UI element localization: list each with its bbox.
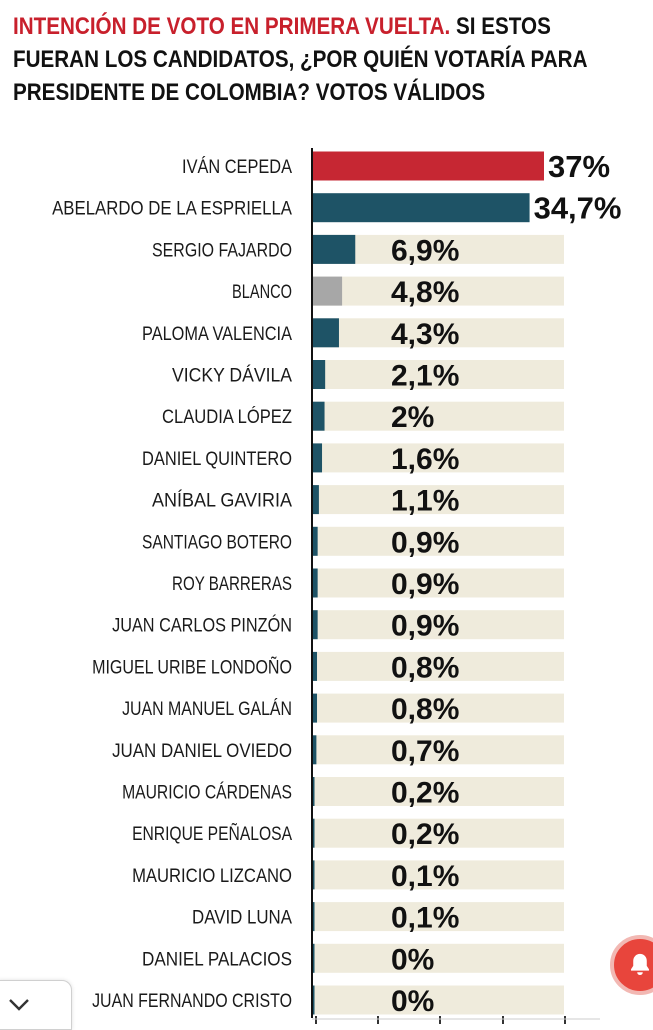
value-label: 2% — [391, 401, 434, 434]
bar — [312, 651, 318, 681]
category-label: SERGIO FAJARDO — [152, 240, 292, 261]
value-label: 4,8% — [391, 276, 459, 309]
value-label: 0,1% — [391, 860, 459, 893]
bar — [312, 860, 315, 890]
bar — [312, 318, 339, 348]
bar — [312, 693, 318, 723]
category-label: JUAN MANUEL GALÁN — [122, 699, 292, 720]
category-label: ANÍBAL GAVIRIA — [152, 491, 292, 512]
bar-track — [312, 276, 564, 306]
bell-icon — [631, 953, 649, 976]
category-label: CLAUDIA LÓPEZ — [162, 406, 292, 428]
bar — [312, 443, 323, 473]
bar — [312, 568, 318, 598]
bar — [312, 193, 530, 223]
category-label: MAURICIO CÁRDENAS — [122, 783, 292, 804]
category-label: MIGUEL URIBE LONDOÑO — [92, 656, 292, 678]
category-label: DAVID LUNA — [192, 908, 292, 929]
bar-track — [312, 985, 564, 1015]
category-label: JUAN DANIEL OVIEDO — [112, 741, 292, 762]
bar-track — [312, 735, 564, 765]
value-label: 0,8% — [391, 651, 459, 684]
category-label: PALOMA VALENCIA — [142, 324, 292, 345]
bar-track — [312, 860, 564, 890]
collapse-button[interactable] — [0, 980, 72, 1030]
notification-button[interactable] — [610, 935, 653, 995]
bar-track — [312, 360, 564, 389]
category-label: VICKY DÁVILA — [172, 366, 292, 387]
value-label: 6,9% — [391, 234, 459, 267]
bar-track — [312, 693, 564, 723]
value-label: 1,1% — [391, 485, 459, 518]
bar — [312, 777, 315, 806]
category-label: MAURICIO LIZCANO — [132, 866, 292, 887]
value-label: 0,9% — [391, 526, 459, 559]
bar — [312, 485, 319, 515]
bar — [312, 943, 315, 973]
bar — [312, 360, 326, 389]
category-label: BLANCO — [232, 282, 292, 303]
bar-track — [312, 777, 564, 806]
bar — [312, 401, 325, 431]
bar — [312, 276, 343, 306]
value-label: 0% — [391, 985, 434, 1018]
bar-track — [312, 651, 564, 681]
bar-track — [312, 943, 564, 973]
value-label: 0,1% — [391, 902, 459, 935]
category-label: ABELARDO DE LA ESPRIELLA — [52, 199, 292, 220]
chart-title: INTENCIÓN DE VOTO EN PRIMERA VUELTA. SI … — [13, 10, 641, 109]
value-label: 1,6% — [391, 443, 459, 476]
category-label: ROY BARRERAS — [172, 574, 292, 595]
bar-track — [312, 526, 564, 556]
value-label: 37% — [548, 149, 610, 184]
value-label: 0,2% — [391, 777, 459, 810]
title-highlight: INTENCIÓN DE VOTO EN PRIMERA VUELTA. — [13, 13, 451, 40]
category-label: ENRIQUE PEÑALOSA — [132, 823, 292, 845]
bar — [312, 818, 315, 848]
bar — [312, 735, 317, 765]
value-label: 0,9% — [391, 610, 459, 643]
value-label: 2,1% — [391, 360, 459, 393]
category-label: JUAN FERNANDO CRISTO — [92, 991, 292, 1012]
bar-track — [312, 401, 564, 431]
bar-track — [312, 568, 564, 598]
title-rest: SI ESTOS FUERAN LOS CANDIDATOS, ¿POR QUI… — [13, 13, 587, 106]
value-label: 0% — [391, 943, 434, 976]
bar-track — [312, 485, 564, 515]
value-label: 34,7% — [534, 191, 622, 226]
bar — [312, 234, 356, 264]
value-label: 4,3% — [391, 318, 459, 351]
category-label: IVÁN CEPEDA — [182, 157, 292, 178]
bar — [312, 610, 318, 640]
category-label: JUAN CARLOS PINZÓN — [112, 615, 292, 637]
value-label: 0,9% — [391, 568, 459, 601]
bar-track — [312, 318, 564, 348]
category-label: DANIEL QUINTERO — [142, 449, 292, 470]
bar — [312, 902, 315, 932]
bar-track — [312, 902, 564, 932]
value-label: 0,2% — [391, 818, 459, 851]
category-label: SANTIAGO BOTERO — [142, 532, 292, 553]
category-label: DANIEL PALACIOS — [142, 949, 292, 970]
bar — [312, 985, 315, 1015]
bar-track — [312, 818, 564, 848]
bar — [312, 151, 544, 181]
bar-track — [312, 610, 564, 640]
value-label: 0,8% — [391, 693, 459, 726]
bar — [312, 526, 318, 556]
chevron-down-icon — [9, 999, 29, 1011]
value-label: 0,7% — [391, 735, 459, 768]
bar-track — [312, 443, 564, 473]
